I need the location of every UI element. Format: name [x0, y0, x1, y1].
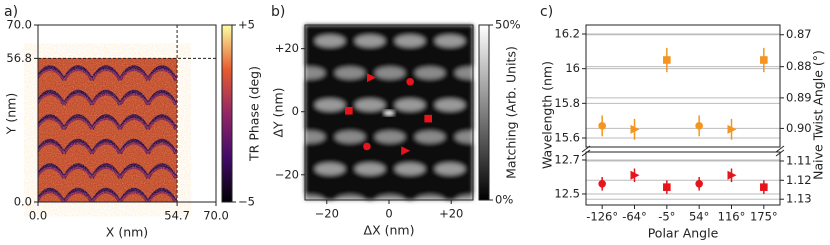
- x-tick-label: +20: [439, 207, 463, 221]
- y2-tick-label: 0.90: [786, 121, 812, 135]
- y-axis-label: Wavelength (nm): [540, 61, 555, 169]
- marker: [760, 56, 768, 64]
- y-tick-label: 12.7: [554, 152, 580, 166]
- x-axis-label: ΔX (nm): [364, 223, 415, 238]
- y-tick-label: 0.0: [14, 195, 32, 209]
- panel-label: b): [271, 4, 285, 20]
- x-tick-label: -64°: [622, 210, 647, 224]
- x-tick-label: 116°: [718, 210, 746, 224]
- x-tick-label: 0.0: [29, 209, 47, 223]
- y2-tick-label: 1.13: [786, 192, 812, 206]
- y-axis-label: Y (nm): [4, 93, 19, 135]
- y-tick-label: 15.6: [554, 130, 580, 144]
- y-tick-label: 70.0: [6, 18, 32, 32]
- y2-axis-label: Naive Twist Angle (°): [811, 50, 826, 180]
- marker: [727, 124, 737, 134]
- x-tick-label: 54°: [689, 210, 709, 224]
- marker: [727, 170, 737, 180]
- plot-frame: [585, 24, 781, 148]
- y-tick-label: 15.8: [554, 96, 580, 110]
- x-tick-label: −20: [315, 207, 339, 221]
- marker: [424, 114, 432, 123]
- colorbar: [221, 24, 233, 203]
- y-tick-label: 12.5: [554, 186, 580, 200]
- image-b: [305, 25, 473, 200]
- y2-tick-label: 0.88: [786, 59, 812, 73]
- marker: [630, 124, 640, 134]
- plot-frame: [585, 151, 781, 206]
- colorbar-tick-label: −5: [238, 195, 255, 209]
- y2-tick-label: 1.12: [786, 173, 812, 187]
- marker: [366, 73, 376, 83]
- y-tick-label: 0: [292, 104, 299, 118]
- x-tick-label: 70.0: [203, 209, 229, 223]
- marker: [363, 142, 371, 151]
- y-axis-label: ΔY (nm): [271, 87, 286, 137]
- marker: [598, 179, 606, 188]
- x-axis-label: Polar Angle: [648, 226, 719, 241]
- colorbar: [478, 24, 490, 201]
- marker: [630, 170, 640, 180]
- plot-frame: [37, 24, 217, 203]
- panel-label: a): [4, 4, 18, 20]
- colorbar-tick-label: 0%: [495, 193, 513, 207]
- marker: [695, 179, 703, 188]
- x-axis-label: X (nm): [106, 225, 148, 240]
- y2-tick-label: 0.87: [786, 27, 812, 41]
- colorbar-tick-label: 50%: [495, 18, 521, 32]
- colorbar-label: Matching (Arb. Units): [504, 46, 519, 179]
- x-tick-label: -126°: [586, 210, 618, 224]
- y-tick-label: +20: [275, 41, 299, 55]
- y-tick-label: 16: [565, 61, 580, 75]
- y-tick-label: 16.2: [554, 27, 580, 41]
- marker: [695, 122, 703, 130]
- marker: [598, 122, 606, 130]
- y-tick-label: 56.8: [6, 51, 32, 65]
- marker: [760, 183, 768, 191]
- y-tick-label: −20: [275, 167, 299, 181]
- panel-label: c): [540, 4, 553, 20]
- image-a: [38, 58, 177, 202]
- x-tick-label: 0: [385, 207, 392, 221]
- y2-tick-label: 0.89: [786, 90, 812, 104]
- x-tick-label: 175°: [750, 210, 778, 224]
- marker: [401, 146, 411, 156]
- marker: [663, 183, 671, 191]
- x-tick-label: -5°: [658, 210, 675, 224]
- marker: [406, 77, 414, 86]
- marker: [345, 106, 353, 115]
- colorbar-label: TR Phase (deg): [247, 66, 262, 162]
- x-tick-label: 54.7: [164, 209, 190, 223]
- marker: [663, 56, 671, 64]
- y2-tick-label: 1.11: [786, 153, 812, 167]
- colorbar-tick-label: +5: [238, 18, 255, 32]
